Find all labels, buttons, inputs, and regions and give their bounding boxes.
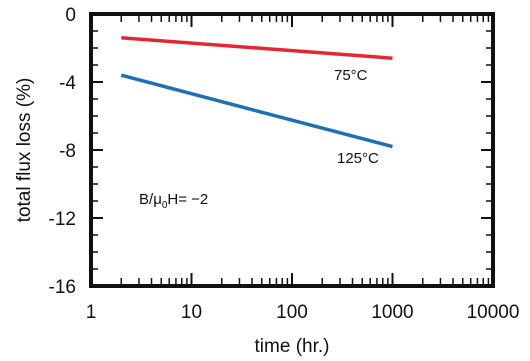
x-tick-label: 100 [276, 302, 308, 323]
field-annotation: B/μ0H= −2 [139, 191, 208, 211]
y-tick-label: 0 [65, 5, 76, 26]
axis-ticks [91, 14, 493, 286]
y-tick-label: -12 [49, 209, 76, 230]
series-label-125: 125°C [337, 150, 379, 167]
series-line-1 [120, 73, 393, 149]
annotation-prefix: B/ [139, 191, 154, 208]
y-tick-label: -8 [59, 141, 76, 162]
y-axis-title: total flux loss (%) [14, 78, 35, 223]
x-tick-label: 10000 [467, 302, 520, 323]
y-tick-label: -4 [59, 73, 76, 94]
y-tick-label: -16 [49, 277, 76, 298]
annotation-subscript: 0 [162, 200, 168, 211]
annotation-mu: μ [153, 191, 162, 208]
plot-frame [89, 12, 495, 288]
x-tick-label: 1 [86, 302, 97, 323]
x-tick-label: 10 [181, 302, 202, 323]
x-tick-label: 1000 [371, 302, 413, 323]
series-label-75: 75°C [334, 67, 368, 84]
annotation-suffix: H= −2 [167, 191, 208, 208]
series-line-0 [121, 36, 393, 60]
axis-tick-labels: 1 10 100 1000 10000 0 -4 -8 -12 -16 [49, 5, 520, 323]
x-axis-title: time (hr.) [255, 336, 330, 357]
series-lines [120, 36, 393, 149]
